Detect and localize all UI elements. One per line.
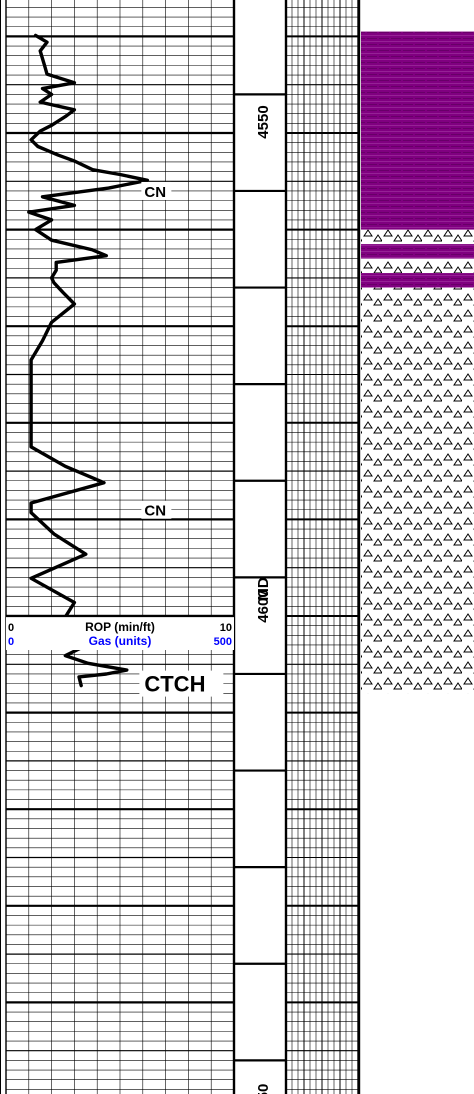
header-background	[6, 617, 234, 650]
annotation-cn-label: CN	[144, 184, 166, 201]
rop-scale-max: 10	[220, 622, 232, 634]
curve-scale-header: 0 ROP (min/ft) 10 0 Gas (units) 500	[6, 614, 234, 650]
annotation-box	[139, 670, 224, 697]
gas-curve-label: Gas (units)	[89, 634, 152, 648]
porosity-track-grid	[285, 0, 359, 1094]
annotation-box	[141, 500, 172, 519]
depth-label: MD	[255, 577, 272, 600]
lithology-shale-band	[361, 244, 474, 259]
lithology-column	[361, 31, 474, 694]
rop-scale-min: 0	[8, 622, 14, 634]
rop-curve-layer	[27, 33, 150, 688]
depth-label: 50	[255, 1084, 272, 1094]
lithology-shale-band	[361, 273, 474, 288]
lithology-chert-band	[361, 229, 474, 245]
annotation-box	[141, 181, 172, 200]
rop-track-grid	[5, 0, 235, 1094]
gas-scale-max: 500	[214, 636, 232, 648]
annotation-ctch-label: CTCH	[144, 672, 205, 697]
depth-label: 4600	[255, 589, 272, 622]
gas-scale-min: 0	[8, 636, 14, 648]
rop-curve-line	[27, 33, 150, 688]
annotations-layer: CN CN CTCH	[139, 181, 224, 697]
annotation-cn-label: CN	[144, 503, 166, 520]
lithology-chert-band	[361, 258, 474, 274]
lithology-chert-band	[361, 287, 474, 694]
track-borders	[0, 0, 361, 1094]
depth-label: 4550	[255, 105, 272, 138]
rop-curve-label: ROP (min/ft)	[85, 620, 155, 634]
lithology-shale-band	[361, 31, 474, 230]
